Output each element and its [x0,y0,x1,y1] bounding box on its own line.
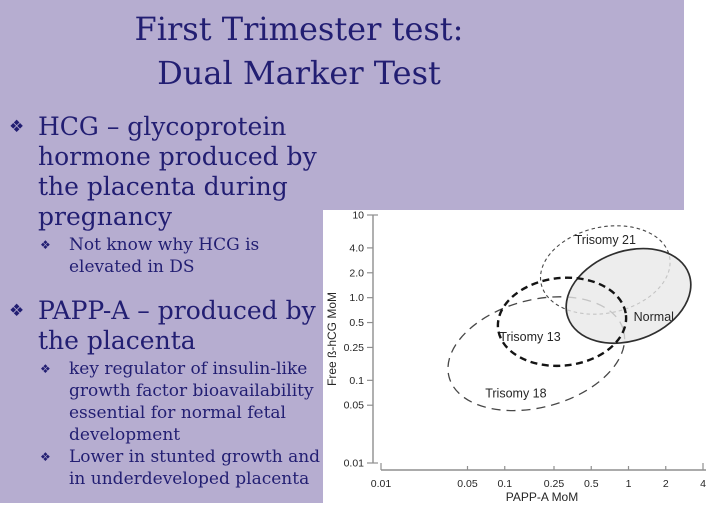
y-tick-label: 0.5 [349,317,364,329]
x-tick-label: 0.1 [497,478,512,490]
diamond-bullet-icon: ❖ [40,362,51,376]
bullet-text-line: the placenta during [38,172,288,201]
x-tick-label: 0.05 [457,478,478,490]
x-axis-title: PAPP-A MoM [506,490,578,504]
bullet-text-line: essential for normal fetal [69,403,286,423]
subbullet-hcg-ds-text: Not know why HCG is elevated in DS [69,234,259,278]
diamond-bullet-icon: ❖ [9,117,25,137]
bullet-text-line: elevated in DS [69,257,195,277]
y-tick-label: 0.05 [344,400,365,412]
bullet-text-line: the placenta [38,326,196,355]
y-tick-label: 1.0 [349,292,364,304]
y-tick-label: 10 [352,210,364,222]
x-tick-label: 2 [663,478,669,490]
subbullet-pappa-lower: ❖ Lower in stunted growth and in underde… [38,446,326,490]
diamond-bullet-icon: ❖ [9,301,25,321]
y-axis-title: Free ß-hCG MoM [325,292,339,386]
bullet-text-line: Not know why HCG is [69,235,260,255]
region-label-trisomy-18: Trisomy 18 [485,387,546,401]
bullet-text-line: development [69,425,181,445]
y-tick-label: 2.0 [349,267,364,279]
x-tick-label: 4 [700,478,706,490]
y-tick-label: 0.01 [344,458,365,470]
subbullet-pappa-regulator-text: key regulator of insulin-like growth fac… [69,358,314,446]
subbullet-hcg-ds: ❖ Not know why HCG is elevated in DS [38,234,326,278]
bullet-pappa-text: PAPP-A – produced by the placenta [38,296,316,356]
slide-body: ❖ HCG – glycoprotein hormone produced by… [6,112,326,490]
diamond-bullet-icon: ❖ [40,238,51,252]
x-tick-label: 0.01 [371,478,392,490]
title-line-1: First Trimester test: [134,10,464,48]
x-tick-label: 1 [626,478,632,490]
dual-marker-scatter-chart: 10 4.0 2.0 1.0 0.5 0.25 0.1 0.05 0.01 0.01 0.05 0.1… [323,210,709,511]
chart-svg: 10 4.0 2.0 1.0 0.5 0.25 0.1 0.05 0.01 0.01 0.05 0.1… [325,210,706,505]
bullet-hcg-text: HCG – glycoprotein hormone produced by t… [38,112,317,232]
x-tick-label: 0.25 [544,478,565,490]
bullet-text-line: PAPP-A – produced by [38,296,316,325]
subbullet-pappa-lower-text: Lower in stunted growth and in underdeve… [69,446,320,490]
y-tick-label: 0.1 [349,375,364,387]
region-label-trisomy-21: Trisomy 21 [575,233,636,247]
bullet-pappa: ❖ PAPP-A – produced by the placenta [6,296,326,356]
region-label-normal: Normal [634,310,674,324]
bullet-text-line: HCG – glycoprotein [38,112,287,141]
region-ellipse-normal [565,247,692,345]
region-label-trisomy-13: Trisomy 13 [499,330,560,344]
bullet-text-line: hormone produced by [38,142,317,171]
x-tick-label: 0.5 [584,478,599,490]
subbullet-pappa-regulator: ❖ key regulator of insulin-like growth f… [38,358,326,446]
bullet-text-line: in underdeveloped placenta [69,469,310,489]
bullet-text-line: pregnancy [38,202,172,231]
slide-title: First Trimester test: Dual Marker Test [0,7,598,95]
bullet-hcg: ❖ HCG – glycoprotein hormone produced by… [6,112,326,232]
y-tick-label: 4.0 [349,242,364,254]
region-ellipse-trisomy-13 [496,276,628,368]
bullet-text-line: growth factor bioavailability [69,381,314,401]
diamond-bullet-icon: ❖ [40,450,51,464]
bullet-text-line: key regulator of insulin-like [69,359,308,379]
title-line-2: Dual Marker Test [157,54,441,92]
bullet-text-line: Lower in stunted growth and [69,447,321,467]
y-tick-label: 0.25 [344,342,365,354]
